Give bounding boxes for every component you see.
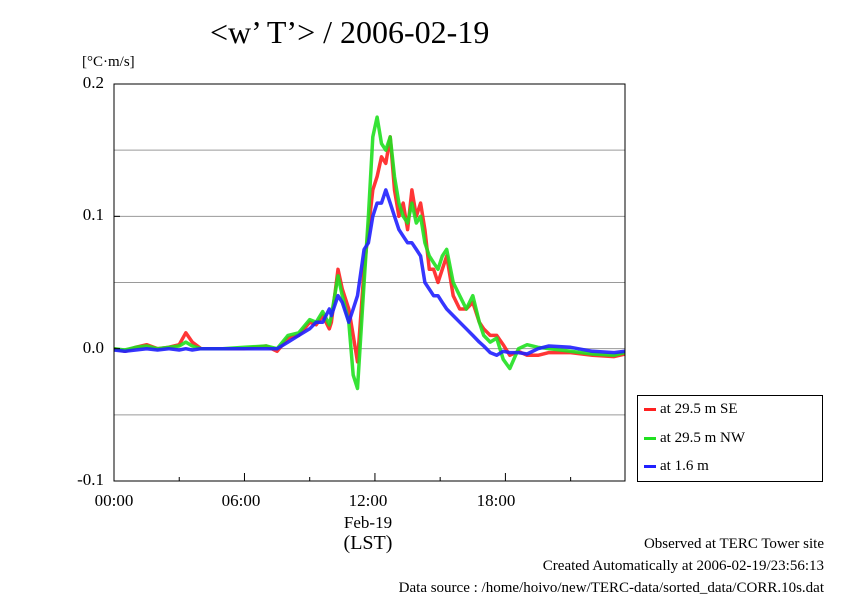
y-unit-label: [°C·m/s] (82, 54, 135, 70)
grid-lines (114, 83, 625, 416)
x-tick-label: 18:00 (476, 491, 516, 510)
legend-swatch-green (644, 437, 656, 441)
footer-site: Observed at TERC Tower site (643, 536, 824, 552)
x-tick-label: 00:00 (94, 491, 134, 510)
date-label: Feb-19 (343, 513, 393, 532)
legend-item: at 29.5 m NW (644, 430, 745, 447)
x-tick-label: 12:00 (348, 491, 388, 510)
legend-swatch-blue (644, 465, 656, 469)
chart-title: <w’ T’> / 2006-02-19 (210, 14, 490, 50)
tick-marks (113, 83, 572, 482)
legend-label: at 29.5 m SE (660, 401, 738, 417)
legend-label: at 29.5 m NW (660, 430, 745, 446)
legend-swatch-red (644, 408, 656, 412)
legend-item: at 1.6 m (644, 458, 709, 475)
series-layer (113, 115, 626, 391)
series-line-2 (113, 188, 626, 358)
plot-frame (113, 83, 626, 482)
y-tick-label: -0.1 (77, 470, 104, 489)
y-tick-label: 0.2 (82, 73, 104, 92)
legend: at 29.5 m SE at 29.5 m NW at 1.6 m (637, 395, 823, 482)
x-tick-label: 06:00 (221, 491, 261, 510)
x-axis-label: (LST) (343, 532, 393, 554)
y-tick-label: 0.1 (82, 205, 104, 224)
legend-label: at 1.6 m (660, 458, 709, 474)
footer-created: Created Automatically at 2006-02-19/23:5… (542, 558, 824, 574)
y-tick-label: 0.0 (82, 338, 104, 357)
legend-item: at 29.5 m SE (644, 401, 738, 418)
footer-source: Data source : /home/hoivo/new/TERC-data/… (398, 580, 824, 596)
